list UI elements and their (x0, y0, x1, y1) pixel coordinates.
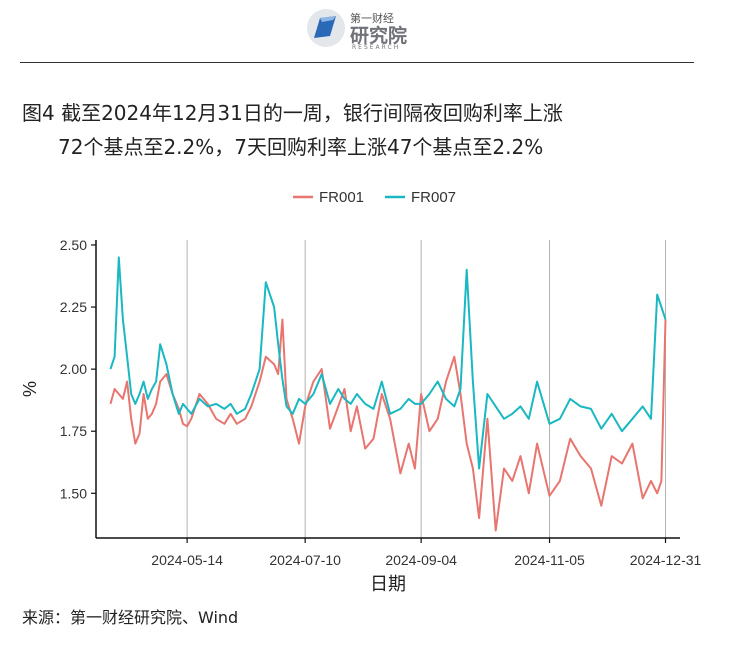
series-line-fr007 (109, 256, 667, 470)
logo-mark-icon (307, 9, 345, 47)
y-tick-label: 1.50 (60, 485, 87, 501)
legend-label-fr007: FR007 (411, 189, 456, 206)
brand-main-text: 研究院 (350, 25, 408, 47)
x-tick-label: 2024-07-10 (269, 552, 341, 568)
brand-sub-text: RESEARCH (352, 44, 401, 51)
y-tick-label: 1.75 (60, 423, 87, 439)
x-tick-label: 2024-09-04 (385, 552, 457, 568)
y-tick-label: 2.25 (60, 299, 87, 315)
chart-gridlines (186, 240, 667, 538)
x-tick-label: 2024-05-14 (151, 552, 223, 568)
chart-legend: FR001 FR007 (293, 189, 456, 206)
y-tick-label: 2.50 (60, 237, 87, 253)
source-note: 来源：第一财经研究院、Wind (22, 608, 239, 627)
series-line-fr001 (109, 318, 667, 532)
chart-tick-labels: 1.50 1.75 2.00 2.25 2.50 2024-05-14 2024-07-10… (60, 237, 702, 568)
y-tick-label: 2.00 (60, 361, 87, 377)
figure-title: 图4 截至2024年12月31日的一周，银行间隔夜回购利率上涨 72个基点至2.… (22, 96, 563, 164)
x-tick-label: 2024-11-05 (514, 552, 585, 568)
figure-title-line2: 72个基点至2.2%，7天回购利率上涨47个基点至2.2% (58, 135, 544, 159)
chart-axes (95, 240, 680, 539)
x-axis-title: 日期 (370, 574, 406, 594)
y-axis-title: % (20, 381, 40, 397)
header-divider (20, 62, 694, 63)
brand-logo: 第一财经 研究院 RESEARCH (306, 6, 426, 52)
chart-series-group (109, 256, 667, 532)
x-tick-label: 2024-12-31 (630, 552, 702, 568)
figure-title-line1: 图4 截至2024年12月31日的一周，银行间隔夜回购利率上涨 (22, 101, 563, 125)
brand-top-text: 第一财经 (350, 12, 394, 25)
legend-label-fr001: FR001 (319, 189, 364, 206)
